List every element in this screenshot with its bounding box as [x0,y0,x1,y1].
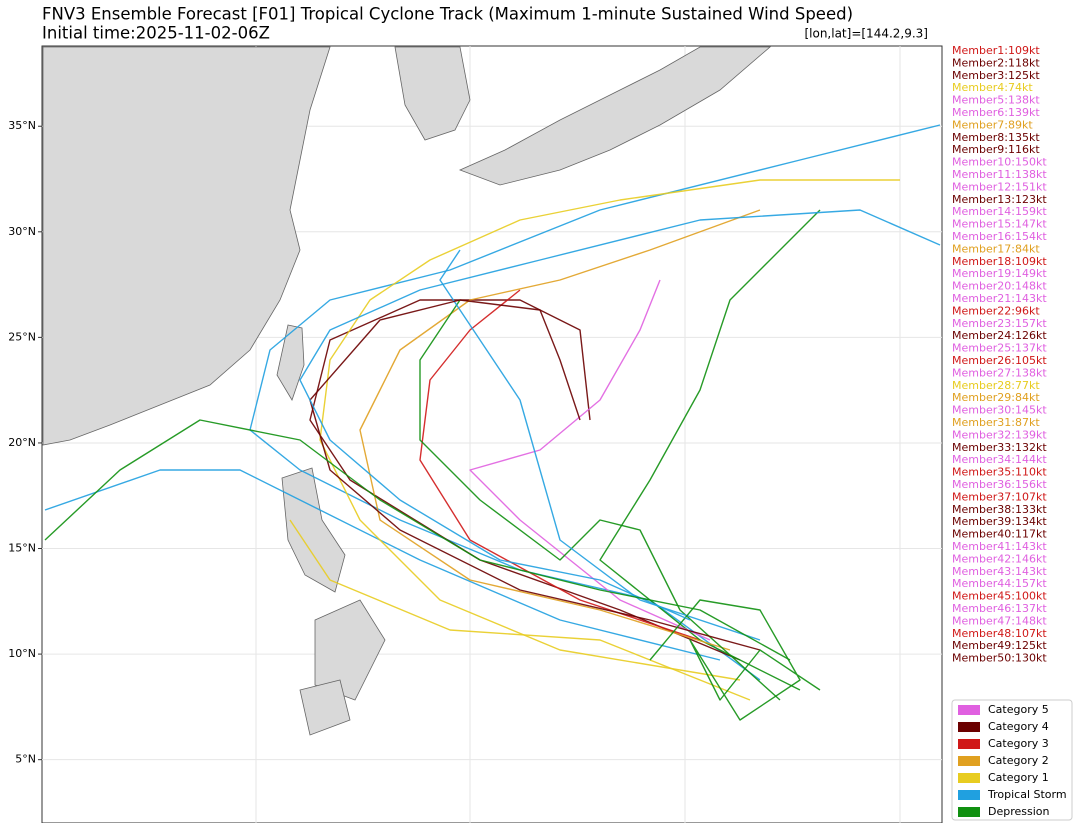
member-label: Member28:77kt [952,379,1040,392]
member-label: Member42:146kt [952,552,1047,565]
member-label: Member21:143kt [952,292,1047,305]
member-label: Member47:148kt [952,614,1047,627]
member-label: Member33:132kt [952,441,1047,454]
land [276,324,305,401]
legend-label: Category 4 [988,720,1049,733]
annotation: [lon,lat]=[144.2,9.3] [804,27,928,41]
member-label: Member10:150kt [952,156,1047,169]
member-label: Member29:84kt [952,391,1040,404]
member-label: Member49:125kt [952,639,1047,652]
legend-swatch [958,790,980,800]
track [599,209,821,691]
member-label: Member16:154kt [952,230,1047,243]
legend-swatch [958,739,980,749]
track [44,419,791,661]
member-label: Member43:143kt [952,565,1047,578]
chart-title: FNV3 Ensemble Forecast [F01] Tropical Cy… [42,5,853,24]
member-label: Member7:89kt [952,118,1033,131]
land [458,46,772,186]
member-label: Member20:148kt [952,280,1047,293]
y-tick-label: 5°N [15,753,36,766]
track [299,209,941,621]
track [319,179,900,681]
member-label: Member45:100kt [952,590,1047,603]
legend-label: Category 5 [988,703,1049,716]
legend-label: Depression [988,805,1050,818]
member-label: Member12:151kt [952,180,1047,193]
member-label: Member4:74kt [952,81,1033,94]
member-label: Member24:126kt [952,329,1047,342]
member-label: Member15:147kt [952,218,1047,231]
member-label: Member5:138kt [952,94,1040,107]
member-label: Member11:138kt [952,168,1047,181]
member-label: Member17:84kt [952,242,1040,255]
legend-swatch [958,773,980,783]
y-tick-label: 30°N [8,225,36,238]
y-tick-label: 10°N [8,647,36,660]
member-label: Member8:135kt [952,131,1040,144]
member-label: Member2:118kt [952,56,1040,69]
member-label: Member32:139kt [952,428,1047,441]
legend-swatch [958,705,980,715]
track [419,299,781,701]
member-label: Member26:105kt [952,354,1047,367]
member-label: Member30:145kt [952,404,1047,417]
land [299,679,351,736]
member-label: Member50:130kt [952,652,1047,665]
member-label: Member36:156kt [952,478,1047,491]
track [359,209,761,651]
member-label: Member1:109kt [952,44,1040,57]
member-label: Member41:143kt [952,540,1047,553]
member-label: Member40:117kt [952,528,1047,541]
member-label: Member25:137kt [952,342,1047,355]
legend-swatch [958,807,980,817]
member-label: Member6:139kt [952,106,1040,119]
member-label: Member44:157kt [952,577,1047,590]
member-label: Member3:125kt [952,69,1040,82]
legend-label: Category 1 [988,771,1049,784]
track [419,289,701,641]
y-tick-label: 35°N [8,119,36,132]
legend-label: Category 2 [988,754,1049,767]
y-tick-label: 15°N [8,542,36,555]
legend-label: Tropical Storm [987,788,1067,801]
member-label: Member18:109kt [952,255,1047,268]
track [439,249,761,641]
member-label: Member13:123kt [952,193,1047,206]
member-label: Member39:134kt [952,515,1047,528]
chart-subtitle: Initial time:2025-11-02-06Z [42,24,270,43]
member-label: Member37:107kt [952,490,1047,503]
member-label: Member19:149kt [952,267,1047,280]
y-tick-label: 20°N [8,436,36,449]
member-label: Member14:159kt [952,205,1047,218]
legend-swatch [958,722,980,732]
land [314,599,386,701]
member-label: Member46:137kt [952,602,1047,615]
member-label: Member9:116kt [952,143,1040,156]
y-tick-label: 25°N [8,330,36,343]
land [42,46,331,446]
map-area [41,45,943,824]
member-label: Member35:110kt [952,466,1047,479]
legend-box [951,699,1073,821]
legend-swatch [958,756,980,766]
track [469,279,711,641]
member-label: Member31:87kt [952,416,1040,429]
member-label: Member34:144kt [952,453,1047,466]
track [309,299,741,661]
legend-label: Category 3 [988,737,1049,750]
member-label: Member48:107kt [952,627,1047,640]
member-label: Member23:157kt [952,317,1047,330]
member-label: Member38:133kt [952,503,1047,516]
track [44,469,721,661]
member-label: Member27:138kt [952,366,1047,379]
track [649,599,821,721]
land [394,46,471,141]
member-label: Member22:96kt [952,304,1040,317]
